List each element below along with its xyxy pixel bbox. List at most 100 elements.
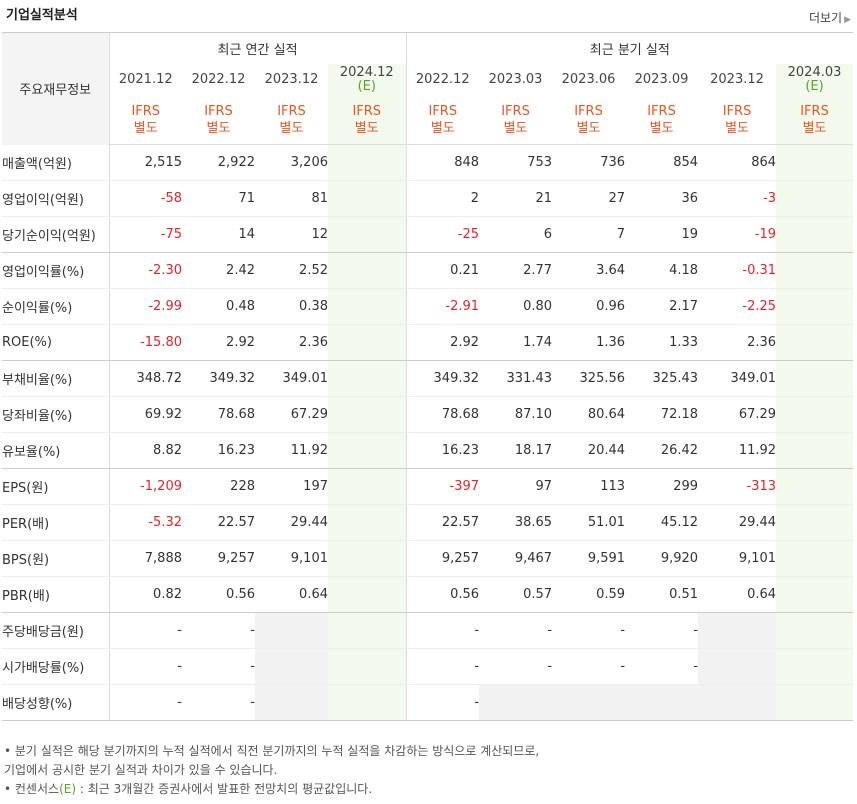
ifrs-line: IFRS xyxy=(501,104,530,119)
table-side-header: 주요재무정보 xyxy=(2,32,110,145)
period-label: 2024.12 xyxy=(339,65,394,80)
table-cell: - xyxy=(109,612,182,649)
table-row: 순이익률(%) -2.99 0.48 0.38 -2.91 0.80 0.96 2.17 -2.… xyxy=(2,288,854,325)
table-cell: 29.44 xyxy=(255,504,328,541)
ifrs-badge: IFRS 별도 xyxy=(776,96,854,145)
period-header: 2023.03 xyxy=(479,64,552,96)
table-cell: - xyxy=(405,684,480,721)
table-cell: 736 xyxy=(552,144,626,181)
table-cell: 2,515 xyxy=(109,144,182,181)
period-label: 2023.12 xyxy=(264,72,319,87)
ifrs-sub-line: 별도 xyxy=(576,121,601,136)
table-cell xyxy=(328,360,407,397)
more-link[interactable]: 더보기 ▶ xyxy=(809,9,851,26)
table-cell: 6 xyxy=(479,216,553,253)
table-cell: 331.43 xyxy=(479,360,553,397)
table-cell xyxy=(776,252,854,289)
row-label: 영업이익(억원) xyxy=(2,180,110,217)
period-label: 2022.12 xyxy=(415,72,470,87)
table-cell: - xyxy=(109,648,182,685)
table-cell: 0.48 xyxy=(182,288,255,325)
table-cell: -15.80 xyxy=(109,324,182,361)
table-cell: -2.25 xyxy=(698,288,777,325)
table-cell: 14 xyxy=(182,216,255,253)
table-cell: 349.01 xyxy=(255,360,328,397)
table-cell: 7 xyxy=(552,216,626,253)
table-cell xyxy=(698,612,777,649)
table-cell: - xyxy=(479,612,553,649)
table-cell: 0.38 xyxy=(255,288,328,325)
ifrs-line: IFRS xyxy=(204,104,233,119)
table-cell: 38.65 xyxy=(479,504,553,541)
table-cell xyxy=(776,648,854,685)
footnote-line: • 컨센서스(E) : 최근 3개월간 증권사에서 발표한 전망치의 평균값입니… xyxy=(4,780,539,799)
ifrs-sub-line: 별도 xyxy=(430,121,455,136)
ifrs-badge: IFRS 별도 xyxy=(405,96,480,145)
period-header: 2022.12 xyxy=(182,64,255,96)
table-cell xyxy=(328,288,407,325)
table-cell: -1,209 xyxy=(109,468,182,505)
financial-table: 주요재무정보 최근 연간 실적 최근 분기 실적 2021.12 2022.12 2… xyxy=(2,32,854,721)
row-label: 주당배당금(원) xyxy=(2,612,110,649)
ifrs-badge: IFRS 별도 xyxy=(625,96,699,145)
table-cell: 80.64 xyxy=(552,396,626,433)
table-cell: 69.92 xyxy=(109,396,182,433)
table-cell: 1.33 xyxy=(625,324,699,361)
table-cell xyxy=(776,612,854,649)
table-cell: 228 xyxy=(182,468,255,505)
table-cell: 12 xyxy=(255,216,328,253)
table-cell: 2.92 xyxy=(182,324,255,361)
table-cell: 22.57 xyxy=(182,504,255,541)
table-cell xyxy=(328,432,407,469)
table-row: PER(배) -5.32 22.57 29.44 22.57 38.65 51.01 45.1… xyxy=(2,504,854,541)
table-cell xyxy=(776,324,854,361)
table-cell: 78.68 xyxy=(182,396,255,433)
table-cell: 20.44 xyxy=(552,432,626,469)
table-row: PBR(배) 0.82 0.56 0.64 0.56 0.57 0.59 0.51 0.64 xyxy=(2,576,854,613)
table-cell: 349.32 xyxy=(405,360,480,397)
table-cell: -19 xyxy=(698,216,777,253)
ifrs-badge: IFRS 별도 xyxy=(328,96,407,145)
table-cell: -313 xyxy=(698,468,777,505)
table-cell: 0.64 xyxy=(698,576,777,613)
ifrs-line: IFRS xyxy=(131,104,161,119)
table-cell: 71 xyxy=(182,180,255,217)
table-cell: - xyxy=(182,684,255,721)
table-row: EPS(원) -1,209 228 197 -397 97 113 299 -313 xyxy=(2,468,854,505)
table-cell: 16.23 xyxy=(405,432,480,469)
ifrs-sub-line: 별도 xyxy=(279,121,304,136)
table-cell xyxy=(698,684,777,721)
footnote-text: 컨센서스 xyxy=(11,782,60,796)
period-header: 2022.12 xyxy=(405,64,480,96)
bullet: • xyxy=(4,782,12,796)
ifrs-line: IFRS xyxy=(428,104,458,119)
table-cell: -58 xyxy=(109,180,182,217)
table-cell: 299 xyxy=(625,468,699,505)
table-cell: -75 xyxy=(109,216,182,253)
table-cell xyxy=(776,396,854,433)
table-cell: 0.80 xyxy=(479,288,553,325)
table-cell: 2.52 xyxy=(255,252,328,289)
table-cell: 22.57 xyxy=(405,504,480,541)
table-cell: -0.31 xyxy=(698,252,777,289)
table-cell: 3.64 xyxy=(552,252,626,289)
table-cell: - xyxy=(182,612,255,649)
period-label: 2023.03 xyxy=(488,72,543,87)
bullet: • xyxy=(4,744,12,758)
table-cell xyxy=(625,684,699,721)
table-cell: -2.30 xyxy=(109,252,182,289)
table-row: 영업이익률(%) -2.30 2.42 2.52 0.21 2.77 3.64 4.18 -0.… xyxy=(2,252,854,289)
table-cell: 67.29 xyxy=(698,396,777,433)
period-label: 2021.12 xyxy=(118,72,173,87)
table-cell: 67.29 xyxy=(255,396,328,433)
table-cell: 1.74 xyxy=(479,324,553,361)
estimate-marker: (E) xyxy=(59,782,77,796)
ifrs-line: IFRS xyxy=(574,104,603,119)
table-cell: 9,257 xyxy=(405,540,480,577)
table-cell: 0.64 xyxy=(255,576,328,613)
table-cell: - xyxy=(625,648,699,685)
period-label: 2024.03 xyxy=(787,65,842,80)
table-cell: 18.17 xyxy=(479,432,553,469)
table-cell: - xyxy=(405,648,480,685)
ifrs-badge: IFRS 별도 xyxy=(552,96,626,145)
